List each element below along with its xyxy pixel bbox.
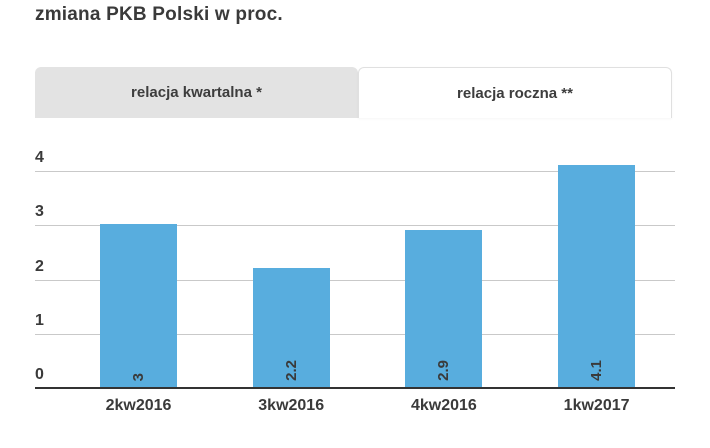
x-axis-label-2kw2016: 2kw2016 [105,397,172,414]
bar-value-label: 2.2 [282,360,300,381]
tab-bar: relacja kwartalna * relacja roczna ** [35,67,672,118]
gridline-2 [35,280,675,281]
y-axis-tick-4: 4 [35,149,44,166]
gridline-1 [35,334,675,335]
x-axis-line [35,387,675,389]
page-title: zmiana PKB Polski w proc. [35,4,283,25]
tab-relacja-roczna-label: relacja roczna ** [457,84,573,102]
bar-value-label: 3 [130,372,147,381]
y-axis-tick-1: 1 [35,312,44,329]
x-axis-label-1kw2017: 1kw2017 [563,397,630,414]
tab-relacja-kwartalna-label: relacja kwartalna * [131,84,262,101]
y-axis-tick-3: 3 [35,203,44,220]
bar-3kw2016: 2.2 [252,268,330,387]
bar-value-label: 4.1 [588,360,606,381]
gridline-4 [35,171,675,172]
bar-1kw2017: 4.1 [558,165,636,387]
y-axis-tick-2: 2 [35,258,44,275]
gridline-3 [35,225,675,226]
bar-2kw2016: 3 [100,224,177,387]
tab-relacja-kwartalna[interactable]: relacja kwartalna * [35,67,358,118]
bar-value-label: 2.9 [435,360,453,381]
bar-4kw2016: 2.9 [405,230,483,387]
tab-relacja-roczna[interactable]: relacja roczna ** [358,67,672,118]
y-axis-tick-0: 0 [35,366,44,383]
x-axis-label-4kw2016: 4kw2016 [410,397,477,414]
x-axis-label-3kw2016: 3kw2016 [258,397,325,414]
